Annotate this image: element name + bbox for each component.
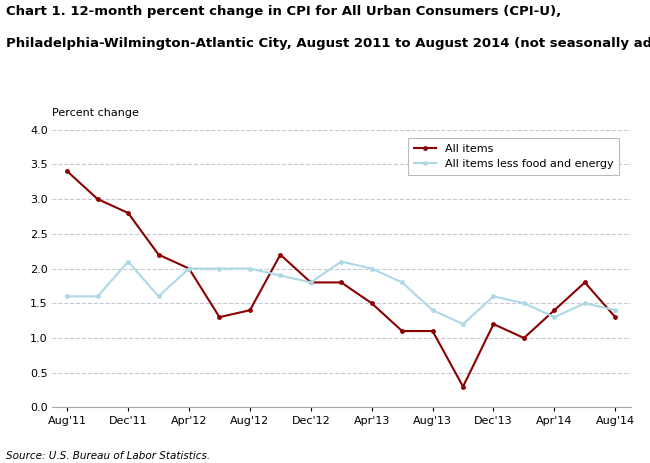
All items — [246, 307, 254, 313]
All items less food and energy — [307, 280, 315, 285]
Text: Source: U.S. Bureau of Labor Statistics.: Source: U.S. Bureau of Labor Statistics. — [6, 450, 211, 461]
All items — [581, 280, 589, 285]
All items less food and energy — [216, 266, 224, 271]
All items less food and energy — [489, 294, 497, 299]
All items — [155, 252, 162, 257]
Line: All items less food and energy: All items less food and energy — [65, 259, 618, 326]
All items — [124, 210, 132, 216]
All items — [337, 280, 345, 285]
All items less food and energy — [459, 321, 467, 327]
All items less food and energy — [63, 294, 71, 299]
All items less food and energy — [429, 307, 437, 313]
All items — [459, 384, 467, 389]
All items — [185, 266, 193, 271]
All items less food and energy — [155, 294, 162, 299]
All items — [276, 252, 284, 257]
All items less food and energy — [612, 307, 619, 313]
Text: Percent change: Percent change — [52, 108, 139, 118]
All items — [520, 335, 528, 341]
All items — [307, 280, 315, 285]
All items less food and energy — [94, 294, 101, 299]
All items — [63, 169, 71, 174]
All items less food and energy — [124, 259, 132, 264]
All items — [551, 307, 558, 313]
Text: Chart 1. 12-month percent change in CPI for All Urban Consumers (CPI-U),: Chart 1. 12-month percent change in CPI … — [6, 5, 562, 18]
All items less food and energy — [337, 259, 345, 264]
Legend: All items, All items less food and energy: All items, All items less food and energ… — [408, 138, 619, 175]
All items — [612, 314, 619, 320]
All items less food and energy — [581, 300, 589, 306]
All items less food and energy — [185, 266, 193, 271]
All items — [368, 300, 376, 306]
Text: Philadelphia-Wilmington-Atlantic City, August 2011 to August 2014 (not seasonall: Philadelphia-Wilmington-Atlantic City, A… — [6, 37, 650, 50]
All items — [216, 314, 224, 320]
All items — [489, 321, 497, 327]
All items less food and energy — [276, 273, 284, 278]
All items — [429, 328, 437, 334]
All items less food and energy — [368, 266, 376, 271]
All items less food and energy — [551, 314, 558, 320]
All items less food and energy — [246, 266, 254, 271]
All items — [94, 196, 101, 202]
Line: All items: All items — [65, 169, 618, 389]
All items — [398, 328, 406, 334]
All items less food and energy — [398, 280, 406, 285]
All items less food and energy — [520, 300, 528, 306]
